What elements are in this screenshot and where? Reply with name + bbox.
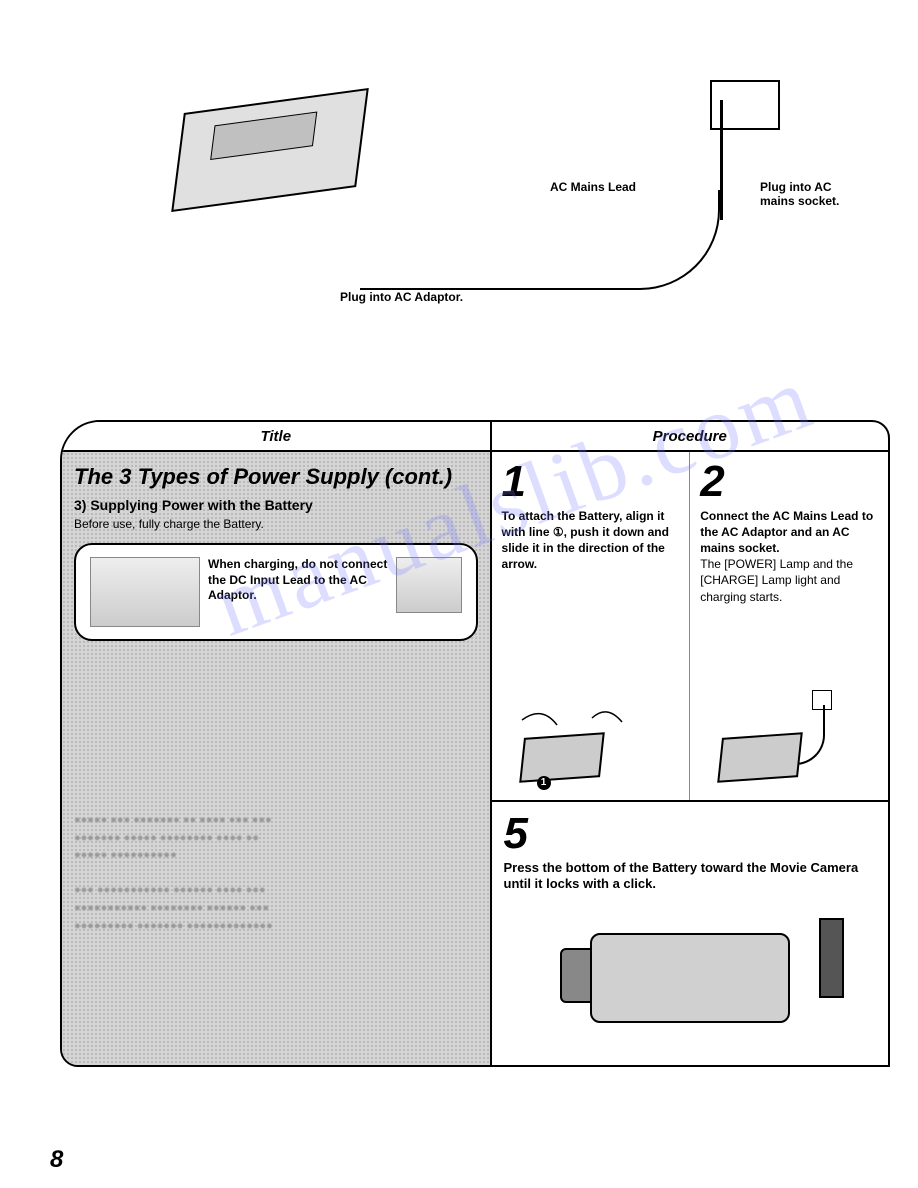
ac-adaptor-illustration [171, 88, 369, 212]
top-connection-figure: Plug into AC Adaptor. AC Mains Lead Plug… [120, 100, 820, 320]
title-column: The 3 Types of Power Supply (cont.) 3) S… [62, 452, 492, 1065]
caption-plug-adaptor: Plug into AC Adaptor. [340, 290, 500, 304]
wall-socket-illustration [710, 80, 780, 130]
step-1-figure: 1 [502, 690, 642, 790]
step-2-adaptor [717, 732, 803, 782]
mains-lead-cable [360, 190, 720, 290]
step-5: 5 Press the bottom of the Battery toward… [492, 802, 888, 1065]
camera-body [590, 933, 790, 1023]
procedure-top-row: 1 To attach the Battery, align it with l… [492, 452, 888, 802]
callout-text: When charging, do not connect the DC Inp… [208, 557, 388, 604]
instruction-table: Title Procedure The 3 Types of Power Sup… [60, 420, 890, 1067]
procedure-column: 1 To attach the Battery, align it with l… [492, 452, 888, 1065]
caption-plug-socket: Plug into AC mains socket. [760, 180, 860, 208]
step-2-text: The [POWER] Lamp and the [CHARGE] Lamp l… [700, 556, 878, 605]
step-2-figure [700, 690, 840, 790]
section-body-text: Before use, fully charge the Battery. [74, 517, 478, 531]
marker-1-icon: 1 [537, 776, 551, 790]
callout-camera-illustration [90, 557, 200, 627]
caption-mains-lead: AC Mains Lead [550, 180, 670, 194]
column-header-procedure: Procedure [492, 422, 888, 450]
callout-adaptor-illustration [396, 557, 462, 613]
table-body-row: The 3 Types of Power Supply (cont.) 3) S… [62, 452, 888, 1065]
column-header-title: Title [62, 422, 492, 450]
step-1: 1 To attach the Battery, align it with l… [492, 452, 691, 800]
page-number: 8 [50, 1146, 63, 1174]
step-5-camera-figure [550, 903, 830, 1053]
table-header-row: Title Procedure [62, 422, 888, 452]
charging-callout: When charging, do not connect the DC Inp… [74, 543, 478, 641]
step-1-number: 1 [502, 462, 680, 502]
step-5-text: Press the bottom of the Battery toward t… [504, 860, 876, 894]
hands-icon [502, 690, 642, 790]
camera-battery [819, 918, 844, 998]
section-subheading: 3) Supplying Power with the Battery [74, 497, 478, 513]
step-1-text: To attach the Battery, align it with lin… [502, 508, 680, 573]
step-2-text-bold: Connect the AC Mains Lead to the AC Adap… [700, 508, 878, 557]
step-2-number: 2 [700, 462, 878, 502]
step-5-number: 5 [504, 814, 876, 854]
section-heading: The 3 Types of Power Supply (cont.) [74, 464, 478, 489]
adaptor-tray [210, 111, 317, 160]
show-through-text: ●●●●● ●●● ●●●●●●● ●● ●●●● ●●● ●●●●●●●●●●… [74, 812, 474, 935]
step-2: 2 Connect the AC Mains Lead to the AC Ad… [690, 452, 888, 800]
